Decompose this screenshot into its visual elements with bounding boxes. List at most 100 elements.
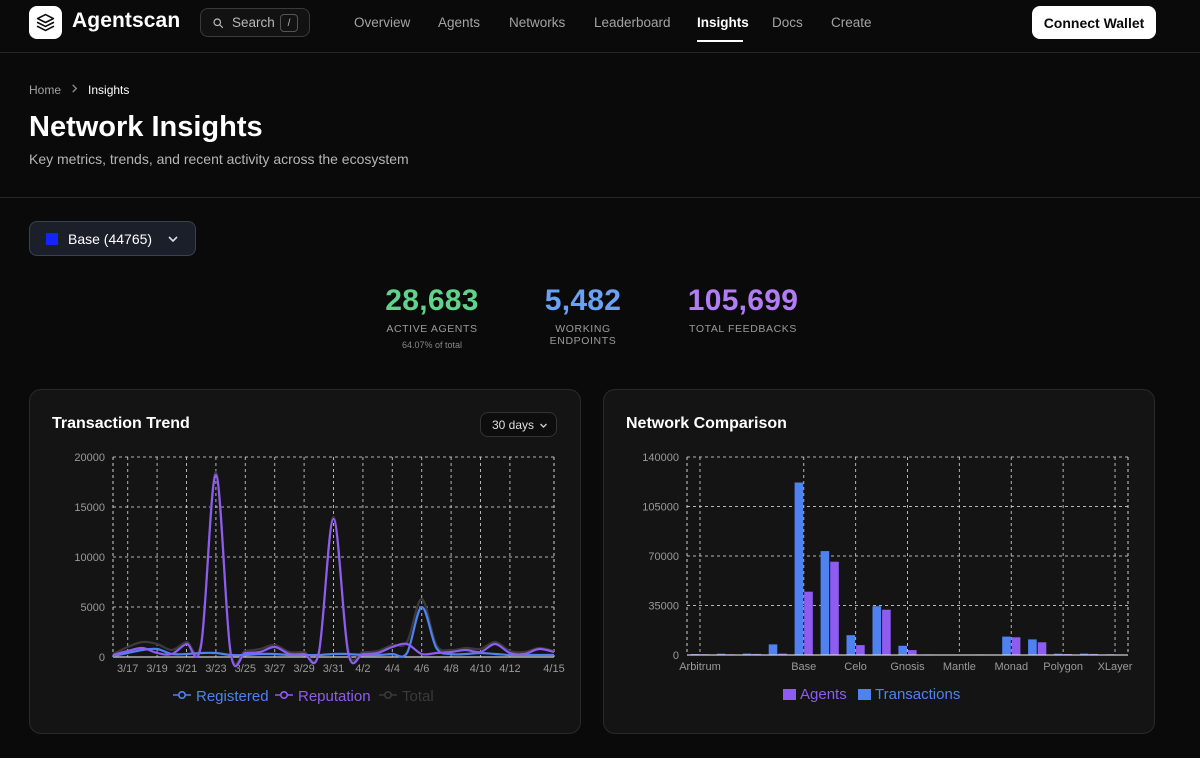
bar-transactions	[716, 653, 726, 655]
x-tick-label: 3/19	[146, 663, 167, 675]
y-tick-label: 0	[673, 650, 679, 662]
y-tick-label: 15000	[74, 502, 105, 514]
stat-note: 64.07% of total	[401, 340, 463, 350]
x-tick-label: Monad	[994, 661, 1028, 673]
bar-agents	[1037, 642, 1047, 655]
x-tick-label: 4/15	[543, 663, 564, 675]
x-tick-label: XLayer	[1098, 661, 1133, 673]
stat-active-agents: 28,683 ACTIVE AGENTS 64.07% of total	[382, 284, 482, 350]
y-tick-label: 20000	[74, 452, 105, 464]
bar-transactions	[1054, 653, 1063, 655]
network-select-label: Base (44765)	[68, 230, 153, 247]
legend-item: Reputation	[275, 688, 371, 705]
chevron-down-icon	[168, 236, 178, 243]
search-button[interactable]: Search /	[200, 8, 310, 37]
network-comparison-chart: 0 35000 70000 105000 140000 Arbitrum Base Celo G…	[642, 452, 1133, 703]
x-tick-label: 4/6	[414, 663, 429, 675]
nav-overview[interactable]: Overview	[354, 15, 411, 30]
transaction-trend-card: Transaction Trend 30 days 0 5000 10000 1500…	[29, 389, 581, 734]
bar-transactions	[872, 606, 882, 655]
y-tick-label: 5000	[81, 602, 105, 614]
agentscan-logo-icon[interactable]	[29, 6, 62, 39]
bar-transactions	[898, 645, 907, 655]
connect-wallet-button[interactable]: Connect Wallet	[1032, 6, 1156, 39]
breadcrumb-current: Insights	[88, 83, 130, 97]
brand-name[interactable]: Agentscan	[72, 9, 181, 32]
nav-docs[interactable]: Docs	[772, 15, 803, 30]
legend-label: Reputation	[298, 688, 371, 705]
bar-agents	[882, 609, 891, 655]
y-tick-label: 35000	[648, 601, 679, 613]
bar-agents	[778, 653, 787, 655]
bar-agents	[1011, 637, 1021, 655]
legend-item: Agents	[783, 686, 847, 703]
x-tick-label: Polygon	[1043, 661, 1083, 673]
network-select[interactable]: Base (44765)	[29, 221, 196, 256]
bar-transactions	[1028, 639, 1037, 655]
stat-label: ACTIVE AGENTS	[386, 323, 478, 335]
x-tick-label: Gnosis	[890, 661, 925, 673]
search-shortcut-key: /	[280, 14, 298, 32]
legend-item: Registered	[173, 688, 269, 705]
search-icon	[213, 17, 224, 28]
stat-value: 28,683	[385, 284, 479, 317]
x-tick-label: 3/17	[117, 663, 138, 675]
x-tick-label: 3/29	[293, 663, 314, 675]
legend-item: Transactions	[858, 686, 960, 703]
y-tick-label: 10000	[74, 552, 105, 564]
time-range-label: 30 days	[492, 417, 535, 432]
chevron-right-icon	[71, 84, 78, 96]
x-tick-label: Mantle	[943, 661, 976, 673]
x-tick-label: Base	[791, 661, 816, 673]
stat-total-feedbacks: 105,699 TOTAL FEEDBACKS	[683, 284, 803, 335]
stat-label: WORKING ENDPOINTS	[549, 323, 617, 347]
stat-working-endpoints: 5,482 WORKING ENDPOINTS	[523, 284, 643, 347]
x-tick-label: 4/4	[385, 663, 400, 675]
x-tick-label: Celo	[844, 661, 867, 673]
y-tick-label: 140000	[642, 452, 679, 464]
bar-transactions	[742, 653, 752, 655]
nav-networks[interactable]: Networks	[509, 15, 566, 30]
bar-agents	[804, 591, 813, 655]
x-tick-label: 4/10	[470, 663, 491, 675]
x-tick-label: Arbitrum	[679, 661, 721, 673]
x-tick-label: 3/23	[205, 663, 226, 675]
bar-agents	[908, 650, 917, 655]
legend-label: Agents	[800, 686, 847, 703]
nav-leaderboard[interactable]: Leaderboard	[594, 15, 671, 30]
breadcrumb: Home Insights	[29, 83, 129, 97]
nav-create[interactable]: Create	[831, 15, 872, 30]
x-tick-label: 3/21	[176, 663, 197, 675]
chevron-down-icon	[540, 423, 547, 428]
x-tick-label: 3/27	[264, 663, 285, 675]
stat-value: 105,699	[687, 284, 799, 317]
page-title: Network Insights	[29, 111, 263, 143]
transaction-trend-chart: 0 5000 10000 15000 20000 3/17 3/19 3/21 3/23 3/25…	[74, 452, 564, 705]
bar-agents	[856, 645, 865, 655]
network-color-swatch	[46, 232, 58, 245]
nav-agents[interactable]: Agents	[438, 15, 481, 30]
x-tick-label: 4/2	[355, 663, 370, 675]
bar-transactions	[1080, 653, 1089, 655]
breadcrumb-home-link[interactable]: Home	[29, 83, 62, 97]
legend-label: Transactions	[875, 686, 960, 703]
card-title: Network Comparison	[626, 415, 787, 432]
header-divider	[0, 197, 1200, 198]
page-subtitle: Key metrics, trends, and recent activity…	[29, 151, 409, 167]
series-line-reputation	[112, 473, 555, 668]
network-comparison-card: Network Comparison 0 35000 70000 105000 1400…	[603, 389, 1155, 734]
y-tick-label: 70000	[648, 551, 679, 563]
legend-label: Total	[402, 688, 434, 705]
bar-transactions	[1002, 636, 1011, 655]
x-tick-label: 3/25	[235, 663, 256, 675]
active-nav-indicator	[697, 40, 743, 42]
x-tick-label: 3/31	[323, 663, 344, 675]
bar-transactions	[846, 635, 856, 655]
search-label: Search	[232, 15, 275, 30]
bar-transactions	[820, 551, 830, 655]
nav-insights[interactable]: Insights	[697, 15, 749, 30]
legend-marker	[383, 690, 392, 699]
legend-marker	[280, 690, 289, 699]
x-tick-label: 4/12	[499, 663, 520, 675]
time-range-select[interactable]: 30 days	[480, 412, 557, 437]
